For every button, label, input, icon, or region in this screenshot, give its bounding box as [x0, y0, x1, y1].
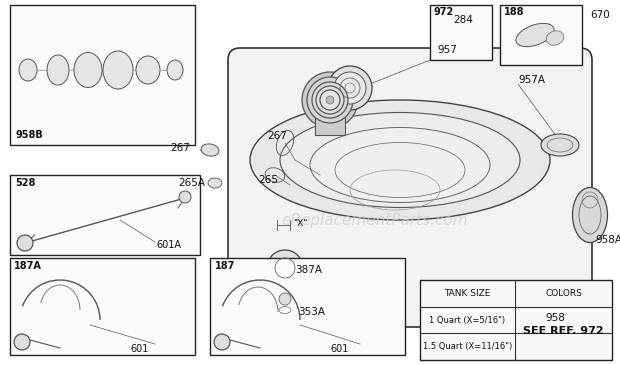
Ellipse shape	[167, 60, 183, 80]
Ellipse shape	[47, 55, 69, 85]
Ellipse shape	[310, 127, 490, 203]
Ellipse shape	[250, 100, 550, 220]
Ellipse shape	[280, 112, 520, 207]
Bar	[420, 280, 612, 360]
Bar	[500, 5, 582, 65]
Text: 187A: 187A	[14, 261, 42, 271]
Ellipse shape	[208, 178, 222, 188]
Circle shape	[334, 72, 366, 104]
Text: eReplacementParts.com: eReplacementParts.com	[281, 212, 468, 227]
Text: 187: 187	[215, 261, 236, 271]
Text: 267: 267	[267, 131, 287, 141]
Ellipse shape	[549, 285, 581, 325]
Circle shape	[179, 191, 191, 203]
Bar	[10, 258, 195, 355]
Bar	[210, 258, 405, 355]
Ellipse shape	[541, 134, 579, 156]
Ellipse shape	[572, 188, 608, 242]
Text: 1 Quart (X=5/16"): 1 Quart (X=5/16")	[430, 315, 505, 324]
Circle shape	[279, 293, 291, 305]
Circle shape	[326, 96, 334, 104]
Bar	[430, 5, 492, 60]
Text: 958B: 958B	[15, 130, 43, 140]
Bar	[10, 175, 200, 255]
Text: 265: 265	[258, 175, 278, 185]
Text: 957: 957	[437, 45, 457, 55]
Text: 267: 267	[170, 143, 190, 153]
Circle shape	[214, 334, 230, 350]
Ellipse shape	[274, 303, 296, 317]
Text: COLORS: COLORS	[545, 289, 582, 298]
Text: 188: 188	[504, 7, 525, 17]
Text: 670: 670	[590, 10, 609, 20]
Bar	[315, 100, 345, 135]
Circle shape	[328, 66, 372, 110]
Ellipse shape	[461, 43, 469, 53]
Text: 958A: 958A	[595, 235, 620, 245]
Circle shape	[302, 72, 358, 128]
Text: 284: 284	[453, 15, 473, 25]
Ellipse shape	[546, 31, 564, 45]
Circle shape	[307, 77, 353, 123]
Circle shape	[565, 323, 575, 333]
Text: 972: 972	[434, 7, 454, 17]
Ellipse shape	[136, 56, 160, 84]
Circle shape	[316, 86, 344, 114]
Ellipse shape	[201, 144, 219, 156]
Text: 1.5 Quart (X=11/16"): 1.5 Quart (X=11/16")	[423, 342, 512, 351]
Ellipse shape	[460, 27, 470, 43]
Ellipse shape	[516, 23, 554, 47]
Bar	[10, 5, 195, 145]
Text: TANK SIZE: TANK SIZE	[445, 289, 490, 298]
Ellipse shape	[547, 17, 562, 39]
Text: 265A: 265A	[178, 178, 205, 188]
Ellipse shape	[103, 51, 133, 89]
Text: 353A: 353A	[298, 307, 325, 317]
Circle shape	[14, 334, 30, 350]
Circle shape	[17, 235, 33, 251]
Text: 387A: 387A	[295, 265, 322, 275]
Text: 958: 958	[545, 313, 565, 323]
Ellipse shape	[74, 53, 102, 88]
Text: 957A: 957A	[518, 75, 545, 85]
Text: "X": "X"	[293, 219, 308, 227]
Circle shape	[267, 250, 303, 286]
Text: SEE REF. 972: SEE REF. 972	[523, 326, 604, 336]
Circle shape	[312, 82, 348, 118]
Text: 601A: 601A	[156, 240, 181, 250]
Circle shape	[320, 90, 340, 110]
FancyBboxPatch shape	[228, 48, 592, 327]
Text: 528: 528	[15, 178, 35, 188]
Text: 601: 601	[330, 344, 348, 354]
Text: 601: 601	[130, 344, 148, 354]
Ellipse shape	[19, 59, 37, 81]
